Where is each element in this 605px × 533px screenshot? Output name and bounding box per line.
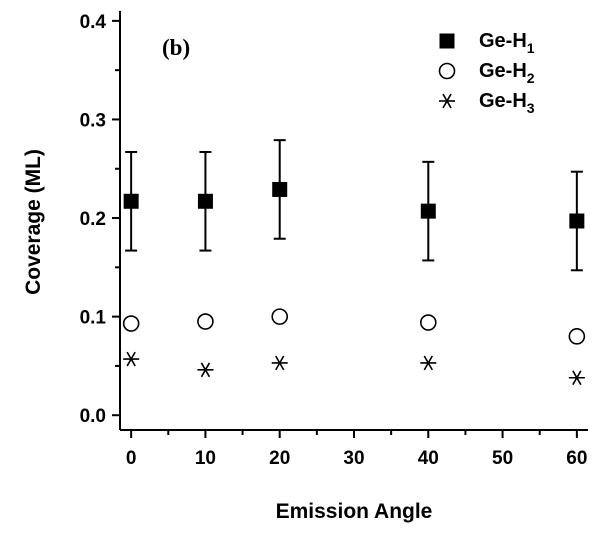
legend: Ge-H1 Ge-H2 Ge-H3 xyxy=(438,30,535,116)
ge-h1-point xyxy=(123,193,139,209)
legend-marker-ge-h3 xyxy=(439,93,455,109)
ge-h2-point xyxy=(122,315,140,332)
ticks: 0.0 0.1 0.2 0.3 0.4 0 10 20 30 40 50 60 xyxy=(80,12,588,469)
asterisk-stroke xyxy=(275,355,285,371)
ge-h3-point xyxy=(420,355,437,371)
y-tick-label: 0.2 xyxy=(80,209,106,230)
y-axis-title: Coverage (ML) xyxy=(22,149,45,295)
y-tick-label: 0.0 xyxy=(80,406,106,427)
asterisk-stroke xyxy=(572,370,582,386)
x-tick-label: 10 xyxy=(195,448,216,469)
ge-h3-point xyxy=(197,362,214,378)
ge-h3-point xyxy=(123,351,140,367)
x-tick-label: 40 xyxy=(418,448,439,469)
x-tick-label: 20 xyxy=(269,448,290,469)
ge-h1-point xyxy=(569,213,585,229)
asterisk-stroke xyxy=(423,355,433,371)
ge-h2-point xyxy=(197,313,214,330)
legend-marker-ge-h1 xyxy=(439,33,455,49)
legend-label-ge-h1: Ge-H1 xyxy=(479,30,535,56)
ge-h1-point xyxy=(272,181,288,197)
ge-h2-point xyxy=(419,314,437,331)
data-marks xyxy=(122,139,586,386)
asterisk-stroke xyxy=(442,93,452,109)
x-axis-title: Emission Angle xyxy=(276,500,433,523)
asterisk-stroke xyxy=(200,362,211,378)
legend-label-ge-h2: Ge-H2 xyxy=(479,60,535,86)
ge-h2-point xyxy=(568,328,586,345)
y-tick-label: 0.3 xyxy=(80,110,106,131)
ge-h1-point xyxy=(197,193,213,209)
ge-h1-point xyxy=(420,203,436,219)
asterisk-stroke xyxy=(126,351,136,367)
ge-h2-point xyxy=(271,308,289,325)
legend-label-ge-h3: Ge-H3 xyxy=(479,90,535,116)
x-tick-label: 60 xyxy=(566,448,587,469)
x-tick-label: 30 xyxy=(343,448,364,469)
legend-marker-ge-h2 xyxy=(438,62,456,80)
panel-label: (b) xyxy=(162,35,190,60)
y-tick-label: 0.4 xyxy=(80,12,107,33)
y-tick-label: 0.1 xyxy=(80,308,107,329)
x-tick-label: 0 xyxy=(126,448,137,469)
ge-h3-point xyxy=(568,370,585,386)
ge-h3-point xyxy=(271,355,288,371)
x-tick-label: 50 xyxy=(492,448,513,469)
